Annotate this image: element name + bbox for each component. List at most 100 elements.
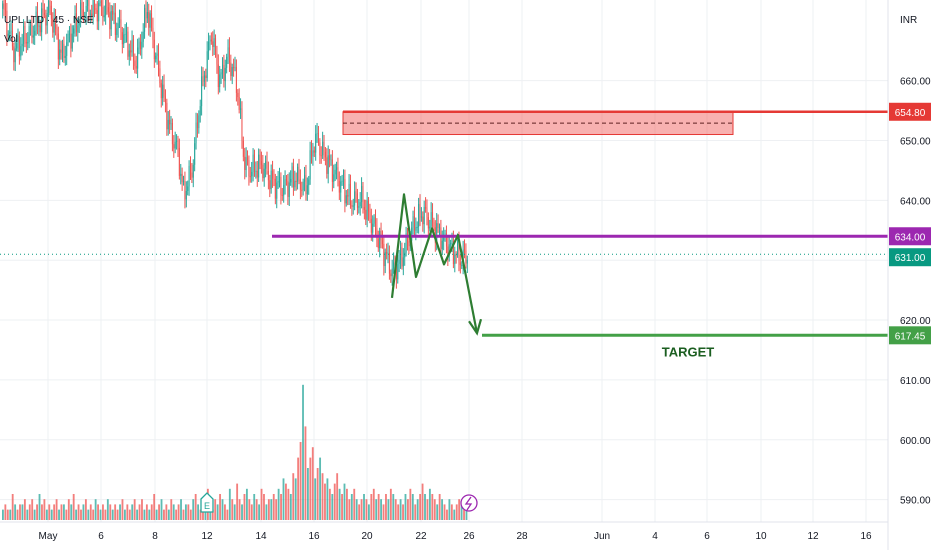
x-tick-label: 14 [255, 531, 267, 542]
candle-body [223, 64, 225, 82]
candle-body [148, 12, 150, 28]
volume-bar [258, 504, 261, 520]
candle-body [80, 2, 82, 23]
volume-bars [2, 384, 468, 520]
volume-bar [58, 509, 60, 520]
candle-body [317, 133, 319, 143]
candle-body [336, 167, 338, 170]
volume-bar [402, 504, 404, 520]
volume-bar [45, 509, 48, 520]
candle-body [142, 31, 144, 42]
candle-body [208, 41, 210, 52]
volume-bar [192, 499, 195, 520]
candle-body [11, 30, 13, 47]
currency-label[interactable]: INR [900, 15, 917, 26]
candle-body [284, 179, 286, 186]
y-tick-label: 590.00 [900, 496, 931, 507]
candle-body [412, 216, 414, 228]
candle-body [178, 147, 180, 176]
event-markers[interactable]: E [200, 492, 478, 513]
earnings-icon[interactable]: E [200, 492, 214, 513]
candle-body [372, 223, 374, 233]
candle-body [384, 252, 386, 267]
x-tick-label: 16 [308, 531, 320, 542]
volume-bar [428, 488, 431, 520]
candle-body [98, 3, 100, 22]
volume-bar [411, 494, 414, 520]
candle-body [123, 34, 125, 45]
candle-body [52, 18, 54, 33]
candle-body [281, 194, 283, 196]
candle-body [110, 10, 112, 30]
candle-body [362, 186, 364, 207]
volume-bar [11, 494, 14, 520]
x-tick-label: 6 [704, 531, 710, 542]
candle-body [341, 180, 343, 182]
candle-body [238, 97, 240, 110]
price-label-text: 654.80 [895, 108, 926, 119]
candle-body [391, 268, 393, 277]
candle-body [413, 216, 415, 231]
candle-body [331, 159, 333, 182]
candle-body [451, 240, 453, 243]
volume-bar [399, 499, 402, 520]
volume-bar [136, 509, 139, 520]
candle-body [177, 140, 179, 148]
candle-body [377, 238, 379, 249]
x-tick-label: 10 [755, 531, 767, 542]
candle-body [444, 233, 446, 236]
candle-body [144, 7, 146, 32]
candle-body [458, 241, 460, 263]
candle-body [231, 67, 233, 77]
candle-body [455, 254, 457, 256]
time-axis[interactable]: May 6 8 12 14 16 20 22 26 28 Jun 4 6 10 12 16 [0, 521, 888, 542]
candle-body [295, 180, 297, 182]
candle-body [330, 159, 332, 161]
volume-bar [182, 509, 185, 520]
candle-body [351, 205, 353, 207]
candle-body [326, 157, 328, 174]
volume-bar [211, 509, 214, 520]
candle-body [219, 74, 221, 88]
candle-body [174, 141, 176, 149]
candle-body [416, 226, 418, 228]
volume-bar [175, 509, 178, 520]
candle-body [280, 176, 282, 195]
candle-body [74, 13, 76, 29]
candle-body [426, 208, 428, 218]
volume-bar [458, 499, 461, 520]
candle-body [215, 38, 217, 54]
volume-bar [165, 504, 168, 520]
candle-body [221, 64, 223, 73]
volume-bar [36, 504, 38, 520]
volume-bar [299, 442, 302, 520]
candle-body [67, 34, 69, 43]
volume-bar [380, 499, 383, 520]
candle-body [81, 2, 83, 10]
volume-bar [75, 509, 78, 520]
candle-body [36, 11, 38, 27]
candle-body [408, 241, 410, 247]
candle-body [156, 53, 158, 56]
candle-body [70, 33, 72, 49]
dividend-flash-icon[interactable] [460, 494, 478, 512]
volume-bar [106, 499, 109, 520]
candle-body [14, 48, 16, 63]
candle-body [315, 133, 317, 153]
candle-body [368, 200, 370, 212]
candle-body [334, 169, 336, 175]
candle-body [62, 43, 64, 53]
volume-bar [43, 499, 46, 520]
candle-body [158, 53, 160, 69]
volume-bar [19, 504, 21, 520]
candle-body [242, 140, 244, 157]
candle-body [355, 191, 357, 194]
candle-body [146, 12, 148, 19]
volume-bar [65, 509, 68, 520]
candle-body [304, 175, 306, 182]
candle-body [53, 18, 55, 33]
candle-body [338, 181, 340, 193]
volume-bar [150, 504, 153, 520]
